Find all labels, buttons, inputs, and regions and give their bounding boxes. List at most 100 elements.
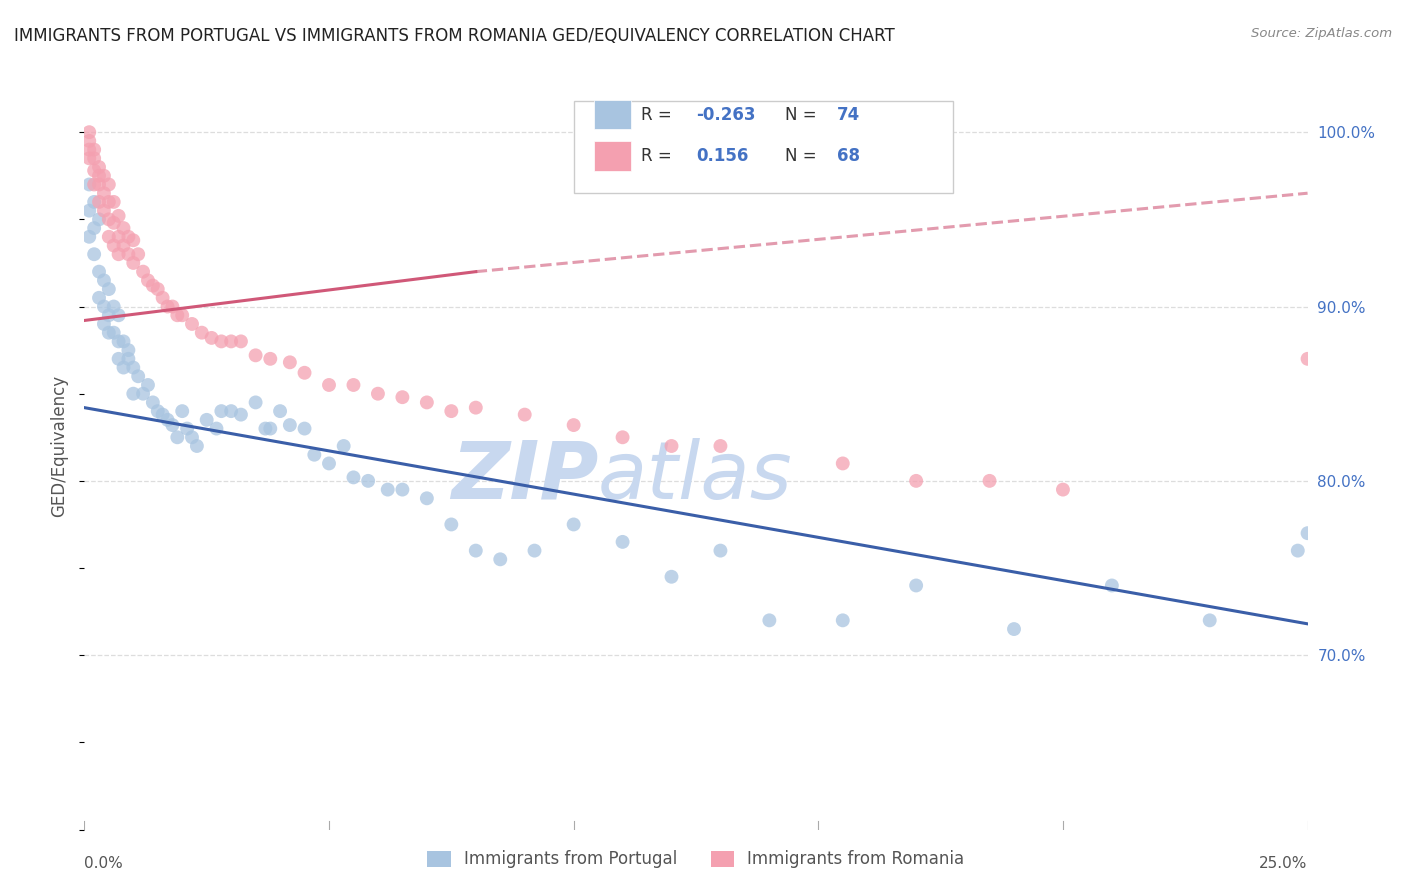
Point [294,421,316,435]
Point [229,334,252,349]
Point [112,360,135,375]
Point [77,203,100,218]
Point [77,229,100,244]
Point [342,378,364,392]
Point [117,229,139,244]
Point [259,421,281,435]
Point [103,300,125,314]
Point [103,238,125,252]
Point [93,300,115,314]
Point [166,308,188,322]
Point [342,470,364,484]
Point [200,331,222,345]
Point [77,143,100,157]
Point [87,212,110,227]
Point [83,143,105,157]
Point [181,430,204,444]
Point [1052,483,1074,497]
Point [87,265,110,279]
Point [83,194,105,209]
Point [127,369,149,384]
Text: atlas: atlas [598,438,793,516]
Point [77,178,100,192]
Text: 68: 68 [837,147,859,165]
Point [112,334,135,349]
Point [661,439,683,453]
Point [107,229,129,244]
Point [87,160,110,174]
Point [176,421,198,435]
Point [661,570,683,584]
Point [245,348,267,362]
Point [209,334,232,349]
Point [122,360,145,375]
Point [122,386,145,401]
Point [513,408,536,422]
Point [83,178,105,192]
Point [87,291,110,305]
Point [172,308,194,322]
Point [562,418,585,433]
Point [97,282,120,296]
Point [758,613,780,627]
Point [97,326,120,340]
Point [377,483,399,497]
Point [440,404,463,418]
Point [117,247,139,261]
Point [142,395,165,409]
Point [83,163,105,178]
Text: R =: R = [641,147,676,165]
Point [979,474,1001,488]
Point [107,247,129,261]
Point [87,194,110,209]
Point [77,134,100,148]
Point [245,395,267,409]
Point [709,439,731,453]
Point [562,517,585,532]
Point [122,256,145,270]
Point [83,221,105,235]
FancyBboxPatch shape [574,101,953,193]
Point [83,247,105,261]
Point [166,430,188,444]
Point [146,404,169,418]
Point [416,491,439,506]
Text: 0.0%: 0.0% [84,855,124,871]
Point [132,386,155,401]
Point [523,543,546,558]
Point [93,273,115,287]
Point [136,378,159,392]
Point [1296,351,1319,366]
Point [709,543,731,558]
Point [416,395,439,409]
Point [905,578,928,592]
Y-axis label: GED/Equivalency: GED/Equivalency [51,375,69,517]
Point [831,457,853,471]
Point [93,317,115,331]
Point [205,421,228,435]
Point [93,169,115,183]
Point [97,308,120,322]
Point [142,278,165,293]
Point [391,390,413,404]
Point [162,300,184,314]
Point [103,326,125,340]
Point [97,229,120,244]
Point [152,408,174,422]
Point [107,209,129,223]
Point [127,247,149,261]
Point [229,408,252,422]
Point [107,334,129,349]
Point [1101,578,1123,592]
Point [391,483,413,497]
Point [332,439,354,453]
Point [117,351,139,366]
Text: ZIP: ZIP [451,438,598,516]
Point [186,439,208,453]
Point [612,535,634,549]
Point [132,265,155,279]
Point [136,273,159,287]
Point [87,169,110,183]
Text: -0.263: -0.263 [696,105,755,124]
Point [122,233,145,247]
